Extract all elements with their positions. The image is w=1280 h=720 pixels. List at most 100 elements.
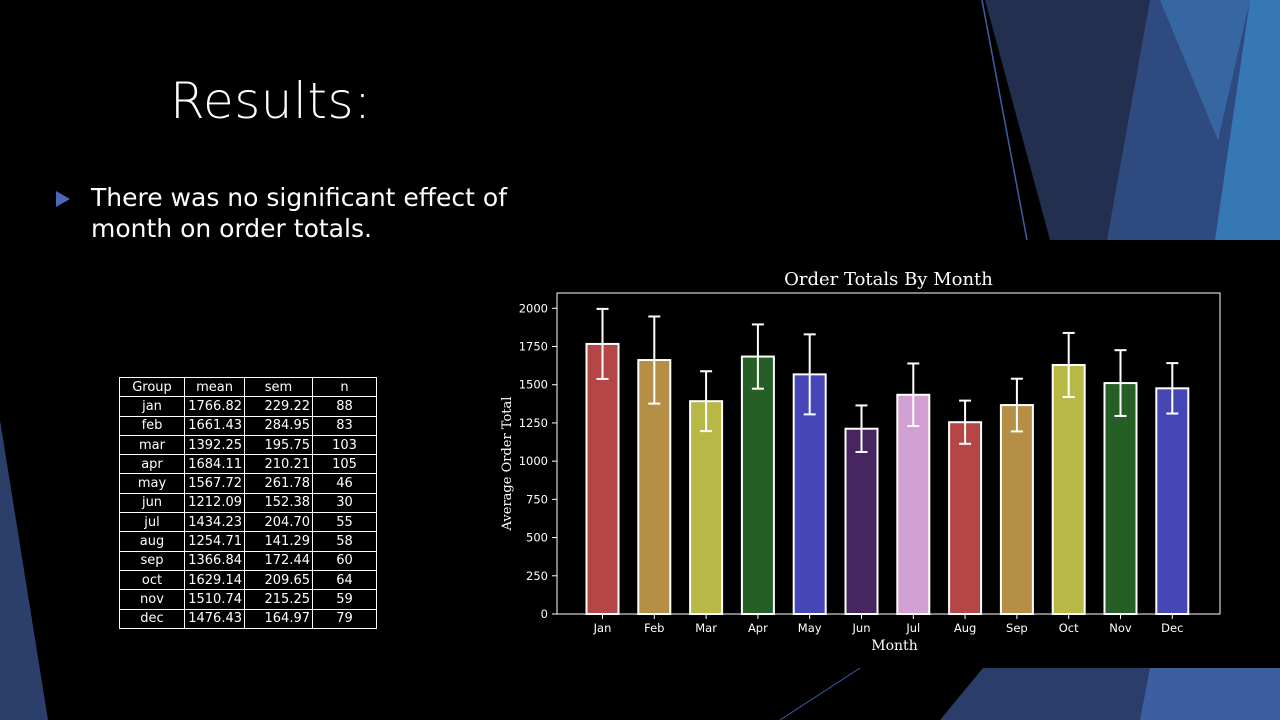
table-row: dec 1476.43 164.97 79 <box>119 608 377 629</box>
table-cell-sem: 209.65 <box>244 569 313 591</box>
y-tick-label: 250 <box>526 569 548 583</box>
table-cell-mean: 1766.82 <box>184 396 245 417</box>
table-cell-n: 64 <box>312 569 377 591</box>
table-cell-sem: 210.21 <box>244 454 313 475</box>
y-tick-label: 0 <box>541 607 548 621</box>
table-row: oct 1629.14 209.65 64 <box>119 569 377 591</box>
x-tick-label: Feb <box>644 621 664 635</box>
x-axis-label: Month <box>871 638 917 654</box>
y-tick-label: 1750 <box>519 340 548 354</box>
table-row: sep 1366.84 172.44 60 <box>119 550 377 571</box>
table-cell-mean: 1510.74 <box>184 589 245 610</box>
table-body: jan 1766.82 229.22 88 feb 1661.43 284.95 83 mar 1… <box>119 396 377 629</box>
table-cell-sem: 141.29 <box>244 531 313 552</box>
bar-sep <box>999 404 1034 615</box>
x-tick-label: Apr <box>748 621 768 635</box>
bar-oct <box>1051 363 1086 615</box>
y-axis-label: Average Order Total <box>500 397 515 532</box>
table-cell-n: 103 <box>312 434 377 456</box>
table-cell-n: 88 <box>312 396 377 417</box>
table-row: feb 1661.43 284.95 83 <box>119 415 377 436</box>
table-cell-group: jan <box>119 396 185 417</box>
x-tick-label: Oct <box>1059 621 1079 635</box>
table-cell-mean: 1476.43 <box>184 608 245 629</box>
bar-jun <box>844 427 879 615</box>
plot-frame <box>556 292 1221 615</box>
table-cell-group: feb <box>119 415 185 436</box>
x-tick-label: Dec <box>1161 621 1183 635</box>
table-row: jun 1212.09 152.38 30 <box>119 492 377 514</box>
table-cell-sem: 152.38 <box>244 492 313 514</box>
table-cell-sem: 195.75 <box>244 434 313 456</box>
y-tick-label: 750 <box>526 492 548 506</box>
y-tick-label: 1500 <box>519 378 548 392</box>
bar-jan <box>585 342 620 615</box>
table-cell-group: jun <box>119 492 185 514</box>
table-cell-mean: 1661.43 <box>184 415 245 436</box>
slide-title: Results: <box>170 72 372 130</box>
bar-aug <box>948 421 983 615</box>
y-tick-label: 1000 <box>519 454 548 468</box>
table-header-mean: mean <box>184 376 245 398</box>
bar-jul <box>896 393 931 615</box>
bar-apr <box>740 355 775 616</box>
table-cell-group: oct <box>119 569 185 591</box>
x-tick-label: May <box>798 621 822 635</box>
table-cell-n: 59 <box>312 589 377 610</box>
table-row: jul 1434.23 204.70 55 <box>119 512 377 533</box>
table-cell-group: may <box>119 473 185 494</box>
table-cell-group: apr <box>119 454 185 475</box>
x-tick-label: Jan <box>593 621 612 635</box>
table-header-sem: sem <box>244 376 313 398</box>
table-row: apr 1684.11 210.21 105 <box>119 454 377 475</box>
table-cell-n: 105 <box>312 454 377 475</box>
table-cell-group: aug <box>119 531 185 552</box>
bullet-arrow-icon <box>56 191 70 207</box>
bar-mar <box>689 400 724 615</box>
table-cell-group: nov <box>119 589 185 610</box>
table-cell-sem: 164.97 <box>244 608 313 629</box>
table-cell-mean: 1629.14 <box>184 569 245 591</box>
table-cell-mean: 1366.84 <box>184 550 245 571</box>
table-cell-sem: 215.25 <box>244 589 313 610</box>
table-cell-mean: 1392.25 <box>184 434 245 456</box>
x-tick-label: Jun <box>852 621 871 635</box>
table-cell-n: 60 <box>312 550 377 571</box>
x-tick-label: Jul <box>905 621 920 635</box>
x-tick-label: Nov <box>1109 621 1132 635</box>
table-cell-n: 83 <box>312 415 377 436</box>
chart-title: Order Totals By Month <box>784 269 993 290</box>
bar-dec <box>1155 387 1190 615</box>
table-cell-mean: 1567.72 <box>184 473 245 494</box>
y-tick-label: 2000 <box>519 301 548 315</box>
table-cell-group: sep <box>119 550 185 571</box>
y-tick-label: 1250 <box>519 416 548 430</box>
table-row: aug 1254.71 141.29 58 <box>119 531 377 552</box>
x-tick-label: Sep <box>1006 621 1028 635</box>
x-tick-label: Aug <box>954 621 976 635</box>
table-cell-sem: 172.44 <box>244 550 313 571</box>
y-tick-label: 500 <box>526 531 548 545</box>
table-cell-sem: 261.78 <box>244 473 313 494</box>
table-cell-mean: 1684.11 <box>184 454 245 475</box>
bar-nov <box>1103 382 1138 615</box>
table-cell-group: dec <box>119 608 185 629</box>
table-cell-group: mar <box>119 434 185 456</box>
table-header-group: Group <box>119 376 185 398</box>
table-cell-mean: 1212.09 <box>184 492 245 514</box>
table-cell-mean: 1254.71 <box>184 531 245 552</box>
table-cell-sem: 229.22 <box>244 396 313 417</box>
table-cell-sem: 284.95 <box>244 415 313 436</box>
table-row: mar 1392.25 195.75 103 <box>119 434 377 456</box>
table-row: may 1567.72 261.78 46 <box>119 473 377 494</box>
table-cell-n: 55 <box>312 512 377 533</box>
table-cell-n: 30 <box>312 492 377 514</box>
table-header-row: Group mean sem n <box>119 376 377 398</box>
table-cell-n: 79 <box>312 608 377 629</box>
table-cell-n: 46 <box>312 473 377 494</box>
table-row: jan 1766.82 229.22 88 <box>119 396 377 417</box>
table-row: nov 1510.74 215.25 59 <box>119 589 377 610</box>
bullet-text: There was no significant effect of month… <box>91 183 507 243</box>
table-cell-n: 58 <box>312 531 377 552</box>
